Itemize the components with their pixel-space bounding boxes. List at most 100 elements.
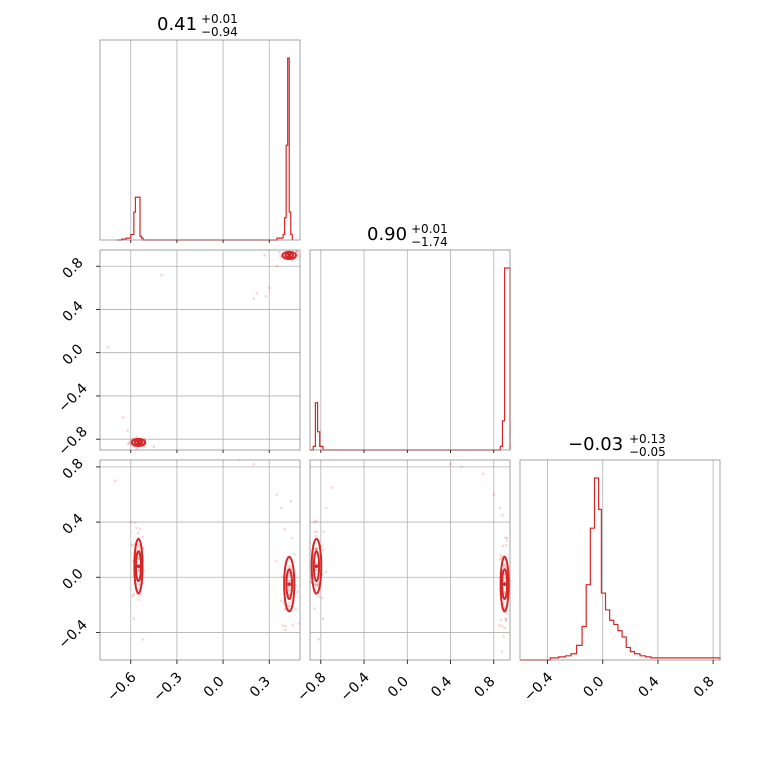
scatter-point [136,546,140,550]
x-tick-label-1: 0.0 [385,674,412,701]
scatter-point [499,553,502,557]
scatter-point [316,583,319,586]
corner-plot-panels: −0.8 −0.4 0.0 0.4 0.8 −0.4 0.0 0.4 0.8 −0.6 −0.3 0.… [55,39,721,705]
scatter-point [267,286,271,290]
contour-peak [136,564,141,569]
scatter-point [297,622,300,625]
scatter-point [137,556,140,560]
scatter-point [501,544,505,548]
scatter-point [284,628,287,632]
scatter-point [152,445,156,449]
scatter-point [295,250,298,253]
scatter-point [509,633,510,637]
scatter-point [305,560,308,563]
scatter-point [499,618,503,622]
scatter-point [296,253,300,256]
pair-panel-1-0: −0.8 −0.4 0.0 0.4 0.8 [55,249,301,459]
scatter-point [287,585,290,589]
scatter-point [314,534,318,538]
pair-1-0-frame [99,249,301,451]
y-tick-label-2: 0.4 [60,511,87,538]
scatter-point [316,584,319,588]
scatter-point [293,553,296,556]
scatter-point [502,635,505,638]
y-tick-label-1: 0.4 [60,298,87,325]
contour-outer [130,437,147,448]
param-title-1: 0.90 +0.01 −1.74 [367,222,448,249]
x-tick-label-0: 0.0 [201,674,228,701]
scatter-point [481,472,485,476]
y-tick-label-2: −0.4 [55,617,90,652]
x-tick-label-1: 0.8 [471,674,498,701]
scatter-point [130,543,133,547]
contour-outer [281,250,298,260]
x-tick-label-1: −0.4 [338,669,373,704]
scatter-point [121,416,125,419]
scatter-point [141,535,145,539]
scatter-point [289,499,293,503]
scatter-point [315,568,319,572]
scatter-point [252,297,256,301]
scatter-point [132,592,136,596]
pair-2-0-frame [99,459,301,661]
contour-inner [312,550,321,583]
scatter-point [498,557,502,561]
scatter-point [313,583,317,587]
scatter-point [106,345,110,349]
scatter-point [279,254,283,258]
scatter-point [284,624,287,628]
y-tick-label-2: 0.8 [60,456,87,483]
contour-peak [287,253,292,258]
y-tick-label-2: 0.0 [60,566,87,593]
contour-outer [310,537,323,595]
scatter-point [324,506,328,510]
scatter-point [255,291,259,295]
scatter-point [503,577,507,580]
scatter-point [313,607,316,610]
scatter-point [252,462,256,466]
scatter-point [275,559,278,563]
scatter-point [316,547,319,551]
scatter-point [322,548,326,552]
param-title-2-plus: +0.13 [629,432,666,446]
pair-panel-2-1 [305,459,511,661]
scatter-point [449,462,452,466]
scatter-point [316,582,320,586]
scatter-point [135,582,139,586]
hist-panel-2 [519,459,721,661]
x-tick-label-2: 0.4 [636,674,663,701]
scatter-point [137,569,141,572]
param-title-0-value: 0.41 [157,14,197,35]
hist-0-frame [99,39,301,241]
contour-inner [134,550,142,583]
param-title-2-value: −0.03 [568,434,623,455]
scatter-point [135,435,138,439]
scatter-point [315,530,319,534]
param-title-0-minus: −0.94 [201,25,238,39]
contour-peak [136,440,141,445]
scatter-point [283,608,287,611]
y-tick-label-1: −0.8 [55,424,90,459]
scatter-point [280,506,283,510]
scatter-point [283,527,287,531]
scatter-point [277,250,281,254]
scatter-point [133,521,137,525]
scatter-point [291,624,294,627]
scatter-point [492,493,496,496]
contour-inner [284,252,294,259]
scatter-point [503,626,506,630]
scatter-point [279,599,283,603]
scatter-point [295,250,298,253]
hist-panel-0 [99,39,301,243]
contour-peak [502,582,507,586]
scatter-point [505,618,508,621]
contour-outer [133,537,144,595]
scatter-point [294,608,297,611]
scatter-point [291,259,295,262]
scatter-point [501,513,504,517]
y-tick-label-1: 0.0 [60,341,87,368]
scatter-point [314,547,318,551]
x-tick-label-0: 0.3 [247,674,274,701]
x-tick-label-2: 0.0 [580,674,607,701]
pair-2-0-marks [113,460,300,641]
